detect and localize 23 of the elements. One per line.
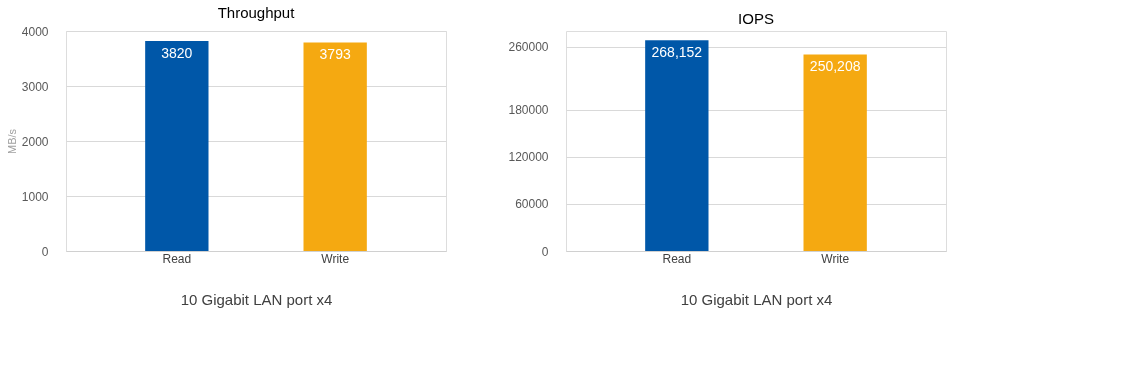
data-label: 268,152: [651, 44, 703, 61]
y-tick-label: 120000: [508, 150, 549, 165]
y-tick-label: 0: [41, 244, 49, 259]
y-axis-title: MB/s: [5, 128, 18, 155]
x-tick-label: Write: [821, 251, 850, 266]
y-tick-label: 260000: [508, 40, 549, 55]
chart-title: IOPS: [738, 10, 774, 27]
y-tick-label: 0: [541, 244, 549, 259]
x-axis-title: 10 Gigabit LAN port x4: [180, 290, 333, 308]
y-tick-label: 180000: [508, 103, 549, 118]
y-tick-label: 1000: [21, 189, 49, 204]
chart-title: Throughput: [217, 4, 296, 21]
y-tick-label: 60000: [515, 197, 549, 212]
data-label: 3793: [319, 46, 351, 63]
x-axis-title: 10 Gigabit LAN port x4: [680, 290, 833, 308]
x-tick-label: Read: [662, 251, 692, 266]
y-tick-label: 3000: [21, 79, 49, 94]
x-tick-label: Write: [321, 251, 350, 266]
data-label: 250,208: [809, 58, 861, 75]
x-tick-label: Read: [162, 251, 192, 266]
y-tick-label: 2000: [21, 134, 49, 149]
data-label: 3820: [161, 44, 193, 61]
y-tick-label: 4000: [21, 24, 49, 39]
